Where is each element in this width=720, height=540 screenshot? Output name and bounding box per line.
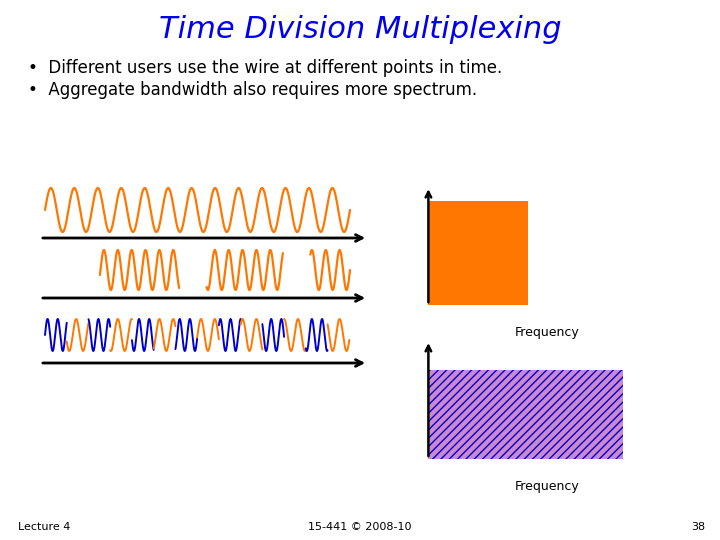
Bar bbox=[428, 370, 624, 459]
Text: •  Aggregate bandwidth also requires more spectrum.: • Aggregate bandwidth also requires more… bbox=[28, 81, 477, 99]
Text: 38: 38 bbox=[691, 522, 705, 532]
Bar bbox=[428, 200, 528, 305]
Text: Time Division Multiplexing: Time Division Multiplexing bbox=[158, 16, 562, 44]
Text: 15-441 © 2008-10: 15-441 © 2008-10 bbox=[308, 522, 412, 532]
Text: Lecture 4: Lecture 4 bbox=[18, 522, 71, 532]
Bar bbox=[428, 370, 624, 459]
Text: •  Different users use the wire at different points in time.: • Different users use the wire at differ… bbox=[28, 59, 503, 77]
Text: Frequency: Frequency bbox=[515, 481, 580, 494]
Text: Frequency: Frequency bbox=[515, 327, 580, 340]
